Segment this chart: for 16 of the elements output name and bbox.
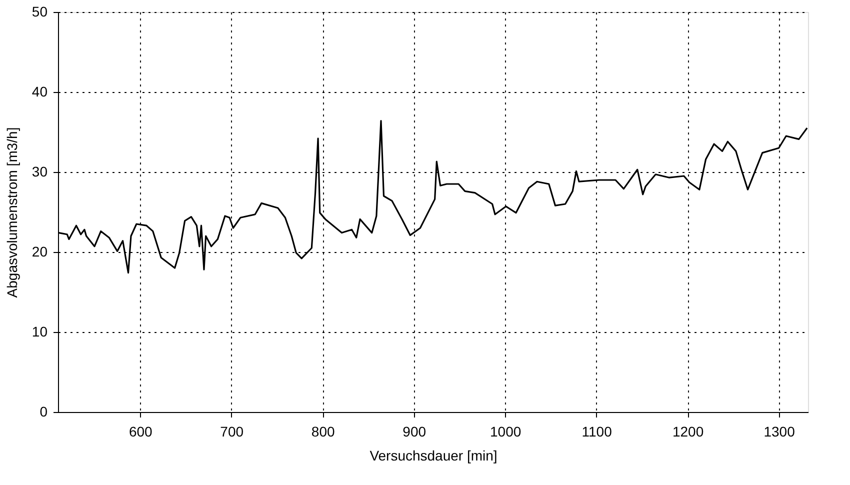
y-axis-title: Abgasvolumenstrom [m3/h] bbox=[4, 127, 20, 298]
y-tick-label: 30 bbox=[32, 164, 48, 180]
x-tick-label: 800 bbox=[311, 424, 335, 440]
y-tick-label: 10 bbox=[32, 324, 48, 340]
y-tick-label: 0 bbox=[40, 404, 48, 420]
x-axis-title: Versuchsdauer [min] bbox=[370, 448, 498, 464]
y-tick-label: 40 bbox=[32, 84, 48, 100]
x-tick-label: 600 bbox=[128, 424, 153, 440]
x-tick-label: 1300 bbox=[764, 424, 796, 440]
y-tick-label: 20 bbox=[32, 244, 48, 260]
x-tick-label: 1100 bbox=[582, 424, 612, 440]
x-tick-label: 700 bbox=[220, 424, 244, 440]
y-tick-label: 50 bbox=[32, 4, 48, 20]
x-tick-label: 1000 bbox=[490, 424, 522, 440]
x-tick-label: 900 bbox=[402, 424, 426, 440]
x-tick-label: 1200 bbox=[672, 424, 704, 440]
